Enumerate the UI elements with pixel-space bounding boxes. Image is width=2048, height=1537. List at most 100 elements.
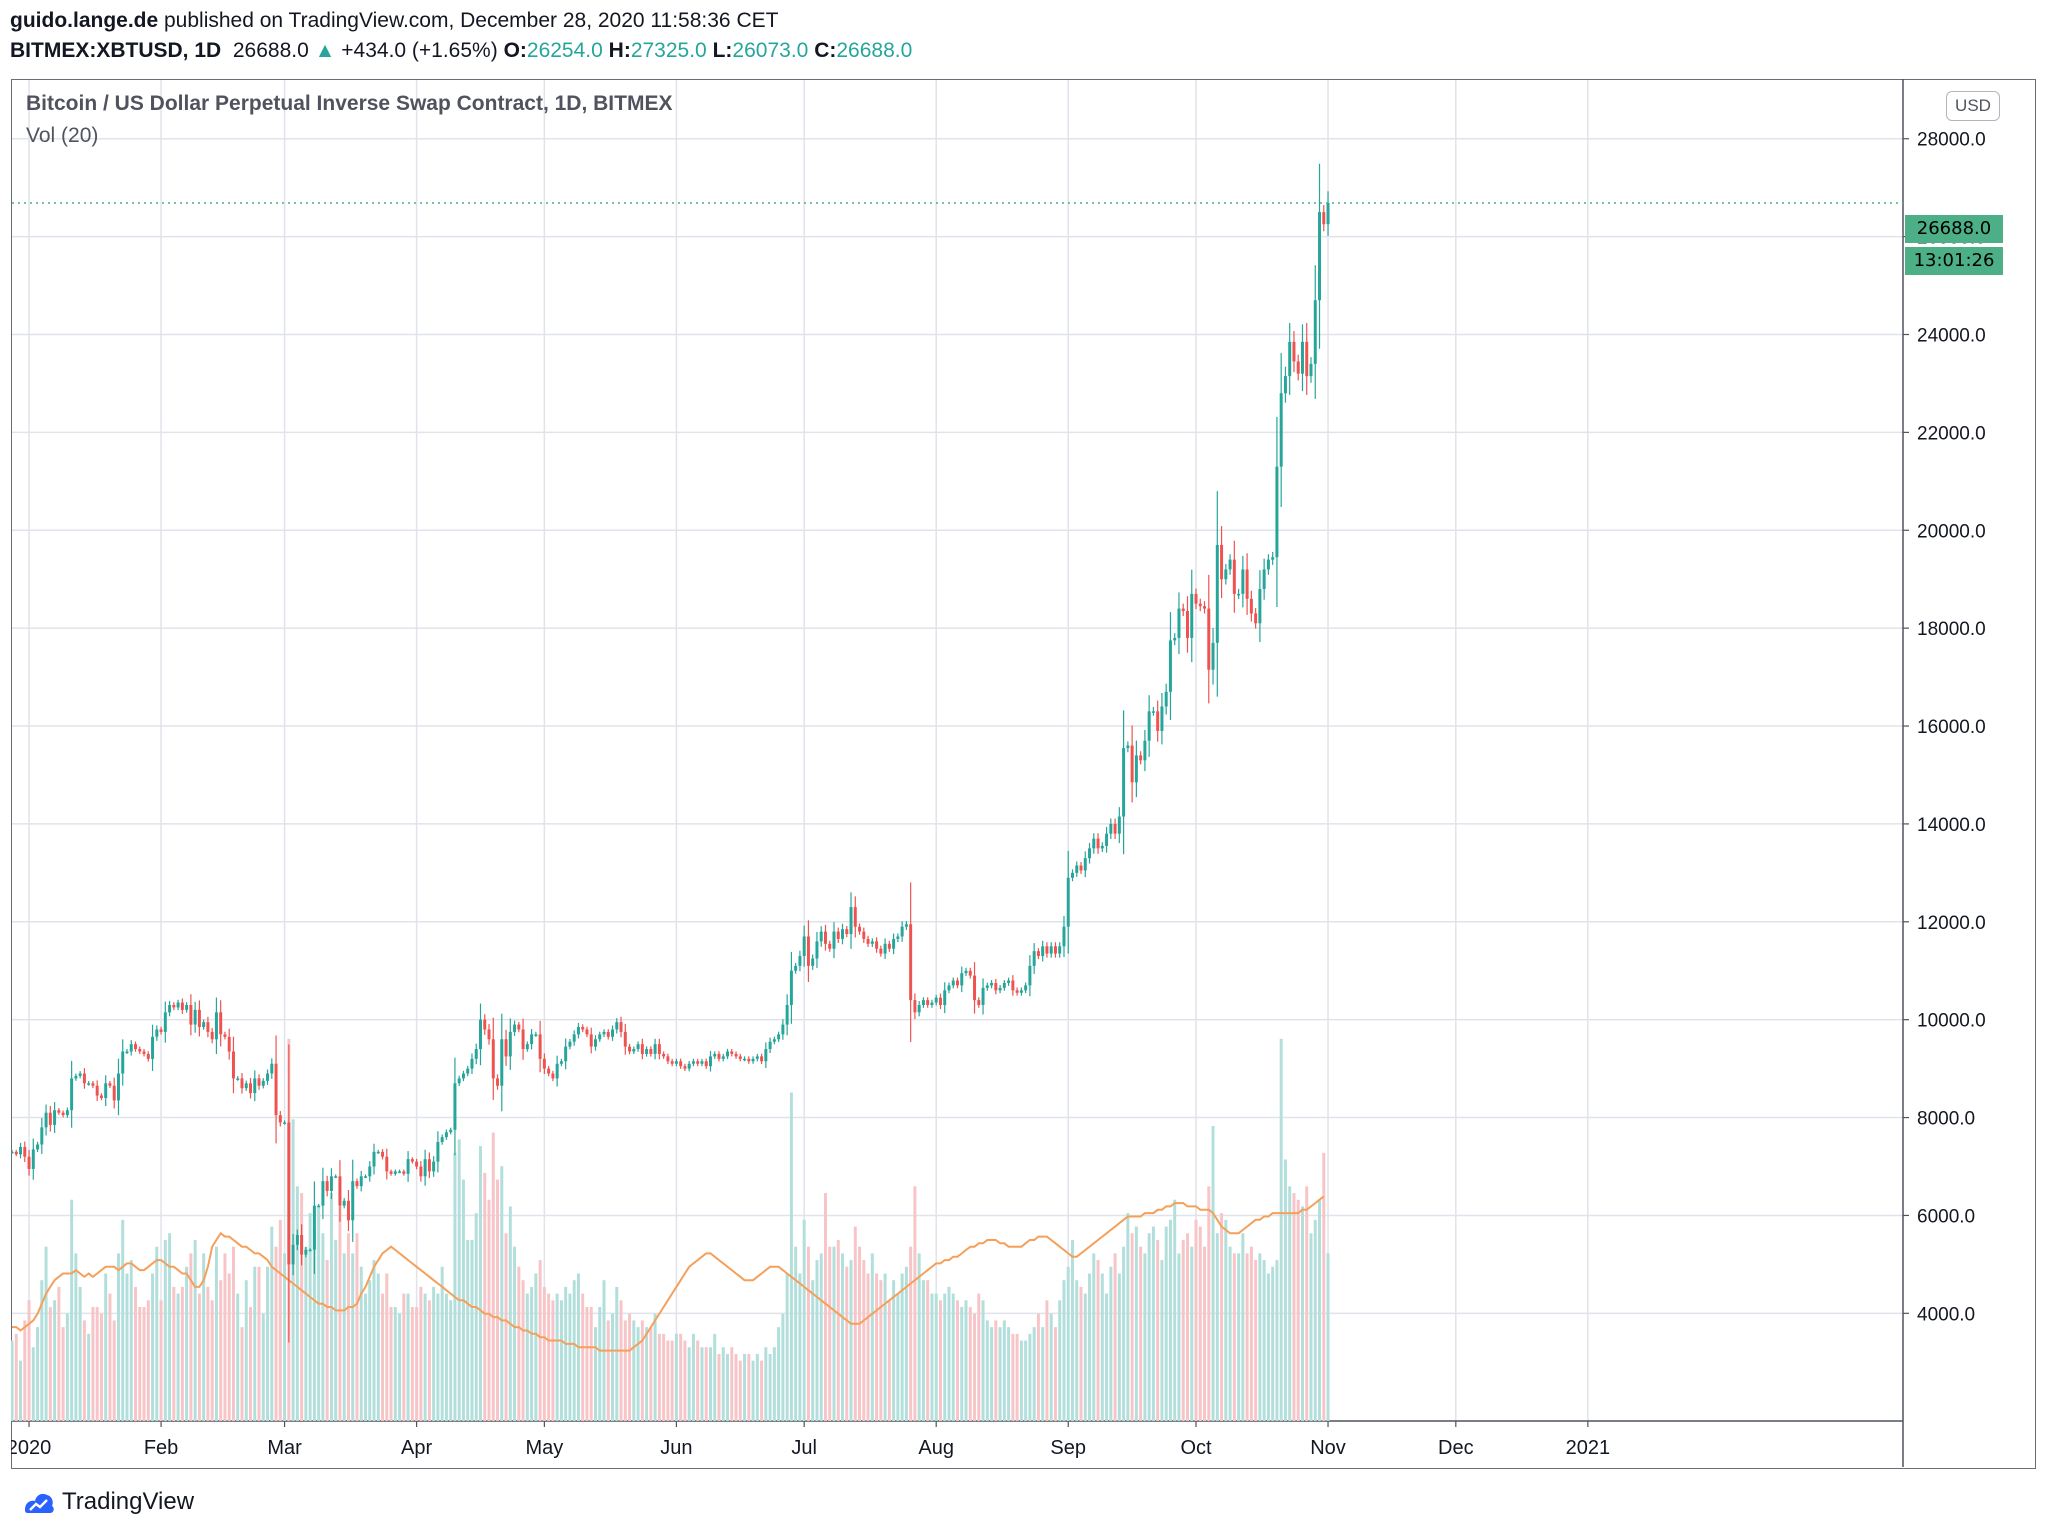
volume-bar: [440, 1266, 444, 1421]
volume-bar: [513, 1246, 517, 1421]
candle-body: [691, 1061, 695, 1064]
candle-body: [1207, 608, 1211, 670]
footer-branding[interactable]: TradingView: [22, 1488, 194, 1516]
volume-bar: [304, 1246, 308, 1421]
candle-body: [91, 1083, 95, 1086]
volume-bar: [1322, 1152, 1326, 1421]
volume-bar: [960, 1307, 964, 1421]
volume-bar: [879, 1280, 883, 1421]
candle-body: [785, 1004, 789, 1025]
candle-body: [1181, 608, 1185, 612]
candle-body: [142, 1051, 146, 1054]
volume-bar: [530, 1286, 534, 1421]
candle-body: [427, 1159, 431, 1172]
candle-body: [917, 1004, 921, 1013]
candle-body: [1088, 848, 1092, 859]
volume-bar: [308, 1213, 312, 1421]
y-tick-label: 18000.0: [1917, 619, 1986, 640]
volume-bar: [57, 1286, 61, 1421]
candle-body: [219, 1012, 223, 1035]
currency-button[interactable]: USD: [1946, 91, 2000, 121]
volume-bar: [393, 1307, 397, 1421]
candle-body: [359, 1176, 363, 1187]
candle-body: [402, 1171, 406, 1174]
candle-body: [1036, 951, 1040, 957]
candle-body: [717, 1053, 721, 1059]
candle-body: [628, 1046, 632, 1052]
candle-body: [125, 1051, 129, 1053]
volume-bar: [832, 1246, 836, 1421]
volume-bar: [938, 1300, 942, 1421]
volume-bar: [611, 1313, 615, 1421]
candle-body: [1143, 740, 1147, 761]
volume-bar: [312, 1226, 316, 1421]
volume-bar: [1262, 1260, 1266, 1421]
volume-bar: [1211, 1125, 1215, 1421]
candle-body: [679, 1061, 683, 1067]
symbol-label[interactable]: BITMEX:XBTUSD, 1D: [10, 39, 222, 62]
candle-body: [977, 1000, 981, 1005]
volume-bar: [755, 1353, 759, 1421]
volume-bar: [538, 1260, 542, 1421]
candle-body: [496, 1078, 500, 1086]
candle-body: [947, 985, 951, 991]
volume-bar: [1283, 1159, 1287, 1421]
candle-body: [887, 943, 891, 949]
volume-bar: [1041, 1327, 1045, 1421]
candle-body: [930, 1002, 934, 1005]
volume-bar: [1271, 1266, 1275, 1421]
volume-bar: [1224, 1219, 1228, 1421]
volume-bar: [606, 1320, 610, 1421]
volume-bar: [496, 1179, 500, 1421]
volume-bar: [1126, 1213, 1130, 1421]
candle-body: [862, 931, 866, 939]
candle-body: [1117, 816, 1121, 834]
candle-body: [1224, 569, 1228, 580]
candle-body: [1296, 361, 1300, 374]
volume-bar: [909, 1246, 913, 1421]
volume-bar: [444, 1293, 448, 1421]
ohlc-line: BITMEX:XBTUSD, 1D 26688.0 ▲ +434.0 (+1.6…: [10, 36, 2040, 66]
volume-bar: [210, 1300, 214, 1421]
candle-body: [994, 982, 998, 991]
volume-bar: [994, 1320, 998, 1421]
volume-bar: [27, 1300, 31, 1421]
volume-bar: [185, 1266, 189, 1421]
volume-bar: [398, 1313, 402, 1421]
candle-body: [368, 1166, 372, 1177]
candle-body: [206, 1022, 210, 1032]
candle-body: [185, 1004, 189, 1010]
candle-body: [440, 1137, 444, 1143]
volume-bar: [1002, 1320, 1006, 1421]
volume-bar: [1313, 1219, 1317, 1421]
author-name[interactable]: guido.lange.de: [10, 9, 159, 32]
volume-bar: [977, 1293, 981, 1421]
volume-bar: [1292, 1193, 1296, 1421]
volume-bar: [325, 1260, 329, 1421]
candle-body: [312, 1205, 316, 1250]
candle-body: [1092, 838, 1096, 849]
price-chart[interactable]: 4000.0 6000.0 8000.0 10000.0 12000.0 14000.0 1…: [11, 79, 2036, 1469]
candle-body: [1079, 865, 1083, 871]
candle-body: [1019, 990, 1023, 993]
candle-body: [1190, 593, 1194, 638]
volume-bar: [65, 1313, 69, 1421]
volume-bar: [998, 1327, 1002, 1421]
volume-bar: [1122, 1246, 1126, 1421]
candle-body: [53, 1110, 57, 1125]
candle-body: [423, 1159, 427, 1177]
candle-body: [227, 1036, 231, 1052]
candle-body: [82, 1073, 86, 1084]
candle-body: [168, 1004, 172, 1013]
candle-body: [432, 1161, 436, 1172]
volume-indicator-title[interactable]: Vol (20): [26, 124, 99, 147]
candle-body: [270, 1063, 274, 1074]
volume-bar: [559, 1300, 563, 1421]
volume-bar: [270, 1226, 274, 1421]
volume-bar: [23, 1320, 27, 1421]
candle-body: [1134, 755, 1138, 783]
volume-bar: [1275, 1260, 1279, 1421]
volume-bar: [666, 1340, 670, 1421]
candle-body: [593, 1039, 597, 1047]
volume-bar: [1228, 1246, 1232, 1421]
